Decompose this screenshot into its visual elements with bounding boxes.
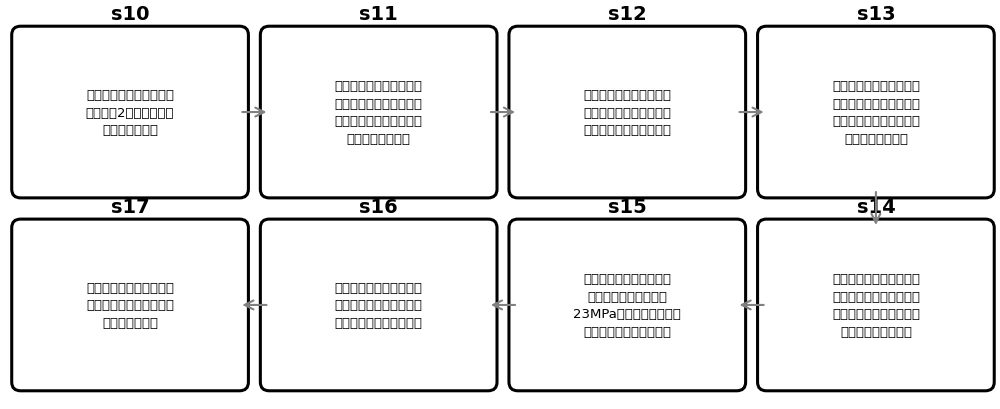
Text: 一井注氧并点火，另一井
注清水，使井底压力达
23MPa并保持，利用高压
高地温使水进入超临界态: 一井注氧并点火，另一井 注清水，使井底压力达 23MPa并保持，利用高压 高地温… [573,272,681,338]
Text: s16: s16 [359,198,398,217]
Text: 对煤层进行碱处理，注入
微生物菌液，菌株进入压
裂缝网分离煤的含氢官能
团并代谢产生氢气: 对煤层进行碱处理，注入 微生物菌液，菌株进入压 裂缝网分离煤的含氢官能 团并代谢… [832,80,920,146]
Text: 于水平井段产氢区域安装
压力实时监测仪，待微生
物发酵产氢过程完毕时，
两口井同时抽采氢气: 于水平井段产氢区域安装 压力实时监测仪，待微生 物发酵产氢过程完毕时， 两口井同… [832,272,920,338]
FancyBboxPatch shape [509,27,746,198]
Text: s11: s11 [359,5,398,24]
Text: 深部煤层沿最小水平地应
力方向钻2口水平井，下
套管并灌浆固井: 深部煤层沿最小水平地应 力方向钻2口水平井，下 套管并灌浆固井 [86,89,174,137]
Text: s17: s17 [111,198,149,217]
Text: 室内培养微生物并开展实
验甄选临界裂隙参数以及
与之对应的示踪剂返排特
性与微震信号特征: 室内培养微生物并开展实 验甄选临界裂隙参数以及 与之对应的示踪剂返排特 性与微震… [335,80,423,146]
FancyBboxPatch shape [509,220,746,391]
Text: s13: s13 [857,5,895,24]
Text: s14: s14 [857,198,895,217]
Text: s15: s15 [608,198,647,217]
FancyBboxPatch shape [758,27,994,198]
Text: s10: s10 [111,5,149,24]
Text: 超临界水与高温碳反应气
化制氢，由井段温压条件
确定反应完毕时抽采氢气: 超临界水与高温碳反应气 化制氢，由井段温压条件 确定反应完毕时抽采氢气 [335,281,423,329]
Text: 注浆充填燃空区，重复高
温气化制氢步骤，直至所
有煤层改造完毕: 注浆充填燃空区，重复高 温气化制氢步骤，直至所 有煤层改造完毕 [86,281,174,329]
FancyBboxPatch shape [260,220,497,391]
FancyBboxPatch shape [12,27,248,198]
Text: s12: s12 [608,5,647,24]
FancyBboxPatch shape [260,27,497,198]
FancyBboxPatch shape [758,220,994,391]
Text: 水平井先后进行低排量压
裂和循环泵注压裂形成临
界裂隙缝网，抽采煤层气: 水平井先后进行低排量压 裂和循环泵注压裂形成临 界裂隙缝网，抽采煤层气 [583,89,671,137]
FancyBboxPatch shape [12,220,248,391]
